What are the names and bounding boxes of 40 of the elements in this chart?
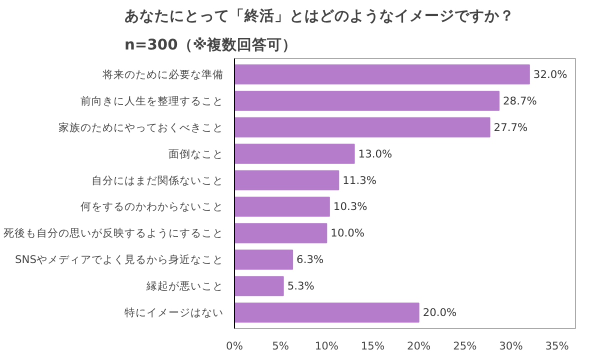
data-label: 13.0% <box>358 147 392 160</box>
bar <box>234 276 284 296</box>
bar <box>234 302 420 323</box>
bar <box>234 223 328 244</box>
bar <box>234 64 530 84</box>
chart-title: あなたにとって「終活」とはどのようなイメージですか？ <box>124 8 514 24</box>
bar <box>234 170 340 190</box>
data-label: 28.7% <box>503 94 537 108</box>
x-tick-label: 35% <box>545 340 569 352</box>
data-label: 32.0% <box>533 68 568 81</box>
bar <box>234 196 330 217</box>
data-label: 20.0% <box>422 306 457 320</box>
x-tick-label: 15% <box>360 340 385 352</box>
x-tick-label: 10% <box>314 340 339 352</box>
data-label: 10.0% <box>330 226 365 240</box>
y-tick-label: 面倒なこと <box>168 147 224 160</box>
data-label: 10.3% <box>333 200 368 214</box>
x-tick-label: 25% <box>453 340 477 352</box>
y-tick-label: 家族のためにやっておくべきこと <box>58 120 224 134</box>
chart-subtitle: n=300（※複数回答可） <box>124 36 298 54</box>
data-label: 6.3% <box>296 253 324 266</box>
x-tick-label: 20% <box>406 340 431 352</box>
bar <box>234 144 355 164</box>
bar <box>234 250 294 270</box>
y-tick-label: 前向きに人生を整理すること <box>80 94 224 108</box>
y-tick-label: 縁起が悪いこと <box>146 280 224 293</box>
bar <box>234 90 500 111</box>
x-tick-label: 5% <box>272 340 290 352</box>
bar <box>234 117 490 138</box>
x-tick-label: 0% <box>226 340 243 352</box>
data-label: 27.7% <box>494 120 528 134</box>
y-tick-label: 将来のために必要な準備 <box>102 68 224 81</box>
y-tick-label: 何をするのかわからないこと <box>80 200 224 214</box>
data-label: 11.3% <box>342 174 377 187</box>
x-tick-label: 30% <box>499 340 523 352</box>
y-tick-label: 自分にはまだ関係ないこと <box>92 174 224 187</box>
data-label: 5.3% <box>287 280 314 293</box>
y-tick-label: 死後も自分の思いが反映するようにすること <box>4 226 224 240</box>
y-tick-label: SNSやメディアでよく見るから身近なこと <box>15 253 224 266</box>
y-tick-label: 特にイメージはない <box>124 306 224 320</box>
